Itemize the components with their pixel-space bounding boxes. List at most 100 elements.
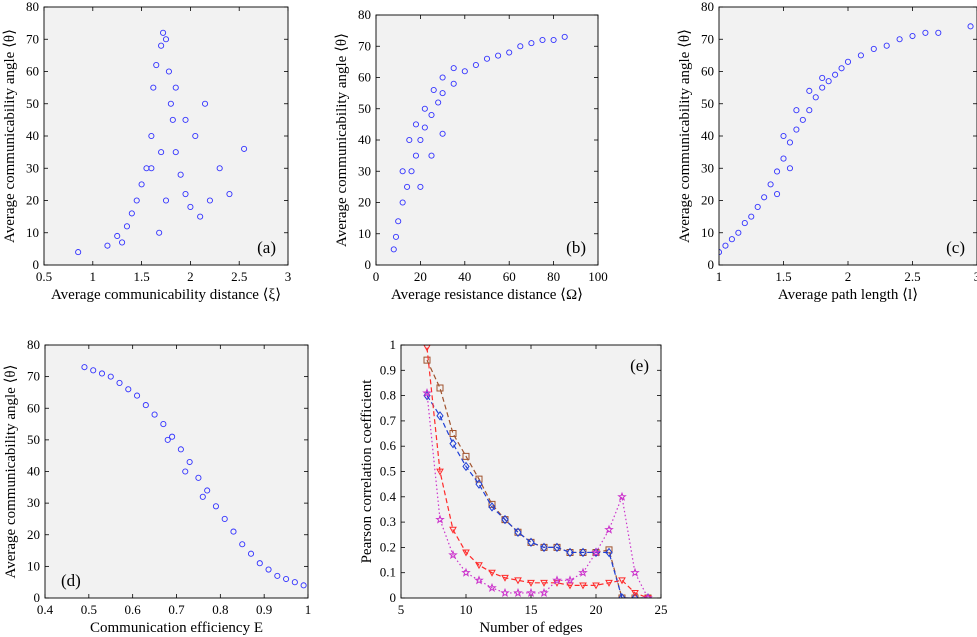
y-tick-label: 10 <box>701 225 714 240</box>
data-point <box>291 579 298 586</box>
y-tick-label: 0.9 <box>380 362 396 377</box>
y-tick-label: 0 <box>365 257 372 272</box>
data-point <box>819 84 826 91</box>
series-point <box>552 575 562 585</box>
y-tick-label: 10 <box>26 225 39 240</box>
plot-area <box>44 7 288 265</box>
data-point <box>408 168 415 175</box>
data-point <box>550 36 557 44</box>
x-tick-label: 0.8 <box>212 602 228 617</box>
y-axis-label: Average communicability angle ⟨θ⟩ <box>3 365 19 579</box>
data-point <box>148 132 155 140</box>
data-point <box>90 367 97 374</box>
y-tick-label: 0 <box>33 257 40 272</box>
series-point <box>449 526 457 534</box>
y-tick-label: 80 <box>358 7 371 22</box>
data-point <box>472 61 479 69</box>
data-point <box>274 572 281 579</box>
y-tick-label: 0.1 <box>380 565 396 580</box>
data-point <box>786 165 794 172</box>
data-point <box>417 136 424 144</box>
y-axis-label: Average communicability angle ⟨θ⟩ <box>677 29 693 243</box>
data-point <box>162 36 170 43</box>
y-tick-label: 70 <box>27 369 40 384</box>
x-tick-label: 10 <box>460 602 473 617</box>
y-tick-label: 60 <box>26 64 39 79</box>
data-marks <box>422 345 653 598</box>
x-tick-label: 20 <box>414 269 427 284</box>
x-tick-label: 20 <box>590 602 603 617</box>
data-point <box>883 42 890 49</box>
data-point <box>197 213 204 220</box>
series-point <box>540 542 548 553</box>
data-point <box>265 566 272 573</box>
x-axis-label: Average resistance distance ⟨Ω⟩ <box>391 287 583 303</box>
data-point <box>844 58 852 65</box>
data-point <box>177 446 184 453</box>
data-point <box>151 411 158 418</box>
data-marks <box>390 33 568 253</box>
data-point <box>528 40 535 47</box>
data-point <box>774 190 781 198</box>
series-point <box>422 388 432 398</box>
data-point <box>857 52 864 59</box>
y-tick-label: 0.7 <box>380 413 397 428</box>
series-point <box>566 547 574 558</box>
y-tick-label: 20 <box>358 195 371 210</box>
series-point <box>527 537 535 548</box>
x-tick-label: 0.7 <box>168 602 185 617</box>
data-point <box>506 49 513 56</box>
x-tick-label: 3 <box>974 269 977 284</box>
x-tick-label: 0.5 <box>36 269 52 284</box>
data-point <box>164 436 171 443</box>
chart-panel-1: 0 20 40 60 80 100 0 10 20 30 40 50 60 70 80 Average res… <box>334 7 608 303</box>
data-point <box>786 139 794 146</box>
x-tick-label: 2 <box>187 269 194 284</box>
data-point <box>935 29 942 36</box>
y-tick-label: 0.8 <box>380 388 396 403</box>
data-point <box>104 242 111 249</box>
x-tick-label: 15 <box>525 602 538 617</box>
data-point <box>182 190 189 198</box>
y-tick-label: 0 <box>708 257 715 272</box>
data-point <box>230 528 237 535</box>
data-point <box>165 68 172 75</box>
data-point <box>793 107 800 114</box>
x-tick-label: 0.4 <box>37 602 54 617</box>
data-point <box>450 65 457 72</box>
series-point <box>449 430 457 438</box>
series-point <box>605 579 613 587</box>
x-tick-label: 1 <box>716 269 723 284</box>
series-point <box>436 411 444 421</box>
chart-panel-3: 0.4 0.5 0.6 0.7 0.8 0.9 101020304050607080Comm… <box>3 337 311 636</box>
data-point <box>741 220 748 227</box>
series-point <box>514 577 522 585</box>
series-point <box>605 547 613 558</box>
data-point <box>428 111 435 119</box>
series-point <box>527 579 535 587</box>
data-point <box>806 87 813 94</box>
data-point <box>392 233 400 240</box>
data-point <box>404 183 411 190</box>
x-tick-label: 3 <box>285 269 292 284</box>
y-tick-label: 70 <box>701 31 714 46</box>
data-point <box>172 84 179 91</box>
y-tick-label: 20 <box>27 527 40 542</box>
data-point <box>735 229 742 236</box>
y-tick-label: 40 <box>26 128 39 143</box>
series-point <box>630 567 640 577</box>
data-point <box>417 183 424 190</box>
y-tick-label: 0.5 <box>380 464 396 479</box>
series-point <box>501 514 509 525</box>
series-point <box>501 574 509 582</box>
series-point <box>488 502 496 512</box>
y-tick-label: 70 <box>358 38 371 53</box>
data-point <box>450 80 457 87</box>
x-tick-label: 1 <box>305 602 312 617</box>
data-point <box>428 152 435 159</box>
series-point <box>604 524 614 534</box>
y-tick-label: 30 <box>701 160 714 175</box>
data-point <box>114 232 121 240</box>
x-tick-label: 1.5 <box>133 269 149 284</box>
